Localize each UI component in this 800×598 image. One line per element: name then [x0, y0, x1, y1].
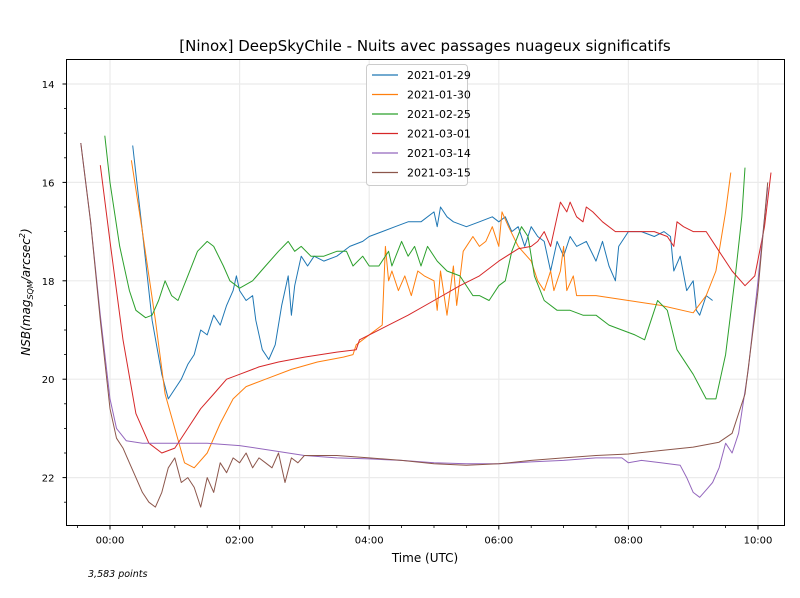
- x-tick-label: 10:00: [744, 536, 773, 547]
- y-tick-label: 20: [42, 375, 55, 386]
- series-line-2021-03-15: [80, 142, 769, 508]
- y-label-sup: 2: [18, 233, 27, 238]
- x-tick-label: 00:00: [96, 536, 125, 547]
- y-label-base: NSB(mag: [19, 299, 33, 356]
- legend-label: 2021-03-14: [407, 147, 471, 160]
- series-line-2021-01-29: [132, 145, 713, 400]
- legend-label: 2021-02-25: [407, 108, 471, 121]
- svg-text:NSB(magSQM/arcsec2): NSB(magSQM/arcsec2): [18, 228, 35, 355]
- series-line-2021-02-25: [104, 135, 746, 400]
- x-tick-label: 04:00: [355, 536, 384, 547]
- y-label-end: ): [19, 228, 33, 234]
- x-axis-ticks: 00:00 02:00 04:00 06:00 08:00 10:00: [77, 525, 773, 547]
- point-count-footnote: 3,583 points: [88, 569, 147, 580]
- legend: 2021-01-29 2021-01-30 2021-02-25 2021-03-01…: [366, 64, 471, 186]
- y-label-mid: /arcsec: [19, 238, 33, 283]
- chart-title: [Ninox] DeepSkyChile - Nuits avec passag…: [179, 37, 671, 55]
- x-axis-label: Time (UTC): [391, 551, 458, 565]
- legend-label: 2021-03-01: [407, 128, 471, 141]
- x-tick-label: 06:00: [484, 536, 513, 547]
- legend-label: 2021-01-30: [407, 89, 471, 102]
- y-axis-label: NSB(magSQM/arcsec2): [18, 228, 35, 355]
- x-tick-label: 02:00: [225, 536, 254, 547]
- series-line-2021-03-14: [80, 142, 769, 498]
- y-axis-ticks: 14 16 18 20 22: [42, 80, 67, 503]
- x-tick-label: 08:00: [614, 536, 643, 547]
- y-label-sub: SQM: [26, 281, 35, 299]
- y-tick-label: 16: [42, 178, 55, 189]
- plot-frame: [66, 59, 785, 526]
- legend-label: 2021-03-15: [407, 167, 471, 180]
- y-tick-label: 14: [42, 80, 55, 91]
- series-line-2021-01-30: [130, 160, 732, 469]
- plot-lines: [80, 135, 772, 508]
- y-tick-label: 22: [42, 474, 55, 485]
- y-tick-label: 18: [42, 277, 55, 288]
- series-line-2021-03-01: [99, 165, 772, 454]
- legend-label: 2021-01-29: [407, 69, 471, 82]
